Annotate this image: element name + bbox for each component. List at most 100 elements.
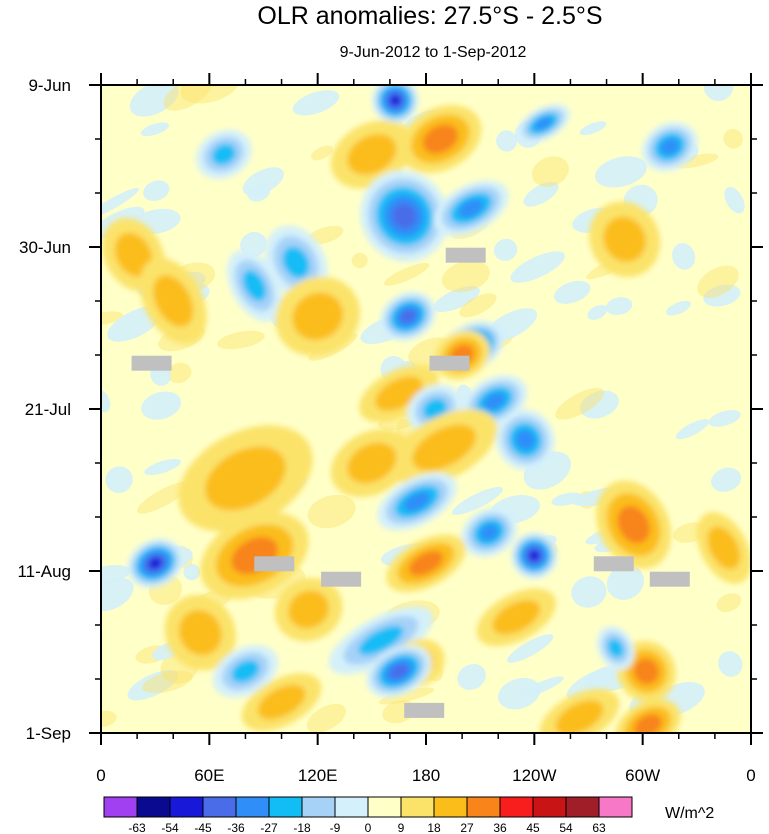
texture-blob bbox=[140, 122, 169, 137]
colorbar-swatch bbox=[103, 796, 138, 818]
anomaly-contour bbox=[114, 232, 153, 277]
anomaly-contour bbox=[257, 684, 306, 720]
anomaly-contour bbox=[390, 664, 408, 679]
texture-blob bbox=[141, 391, 182, 420]
texture-blob bbox=[242, 167, 284, 196]
anomaly-feature bbox=[330, 428, 413, 498]
texture-blob bbox=[531, 156, 569, 187]
anomaly-contour bbox=[347, 442, 397, 484]
anomaly-feature bbox=[127, 538, 183, 588]
anomaly-feature bbox=[615, 699, 681, 733]
anomaly-contour bbox=[412, 424, 476, 471]
missing-data-patches bbox=[131, 247, 690, 718]
anomaly-feature bbox=[366, 645, 432, 698]
anomaly-contour bbox=[392, 203, 417, 229]
anomaly-contour bbox=[492, 599, 541, 635]
anomaly-contour bbox=[529, 550, 540, 561]
texture-blob bbox=[716, 593, 742, 612]
missing-data-patch bbox=[429, 355, 470, 371]
colorbar-swatch bbox=[301, 796, 336, 818]
anomaly-contour bbox=[555, 700, 604, 733]
texture-blob bbox=[307, 494, 356, 529]
colorbar-label: 54 bbox=[559, 821, 573, 834]
x-tick-label: 0 bbox=[746, 766, 755, 785]
texture-blob bbox=[594, 156, 647, 188]
anomaly-contour bbox=[358, 625, 404, 655]
anomaly-feature bbox=[377, 472, 457, 531]
anomaly-feature bbox=[330, 120, 413, 189]
anomaly-feature bbox=[360, 170, 449, 262]
anomaly-feature bbox=[495, 409, 555, 471]
y-tick-label: 9-Jun bbox=[28, 76, 71, 95]
anomaly-feature bbox=[476, 588, 557, 647]
anomaly-feature bbox=[596, 626, 635, 671]
x-tick-label: 0 bbox=[96, 766, 105, 785]
texture-blob bbox=[606, 564, 645, 600]
colorbar-swatch bbox=[499, 796, 534, 818]
chart-subtitle: 9-Jun-2012 to 1-Sep-2012 bbox=[340, 44, 527, 61]
texture-blob bbox=[697, 265, 739, 298]
texture-blob bbox=[672, 243, 696, 270]
anomaly-feature bbox=[539, 688, 620, 733]
x-axis: 0 60E 120E 180 120W 60W 0 bbox=[96, 73, 756, 785]
anomaly-feature bbox=[328, 606, 434, 675]
colorbar-swatch bbox=[367, 796, 402, 818]
anomaly-feature bbox=[433, 180, 509, 237]
colorbar-label: 18 bbox=[427, 821, 441, 834]
texture-blob bbox=[497, 677, 541, 710]
colorbar-label: 63 bbox=[592, 821, 606, 834]
texture-blob bbox=[129, 85, 179, 117]
anomaly-contour bbox=[660, 138, 680, 155]
colorbar-swatch bbox=[136, 796, 171, 818]
texture-blob bbox=[555, 387, 605, 420]
anomaly-contour bbox=[479, 524, 499, 541]
texture-blob bbox=[105, 466, 133, 494]
x-tick-label: 60W bbox=[625, 766, 660, 785]
texture-blob bbox=[507, 634, 554, 663]
missing-data-patch bbox=[131, 355, 172, 371]
texture-blob bbox=[144, 458, 181, 476]
missing-data-patch bbox=[649, 571, 690, 587]
texture-blob bbox=[718, 651, 743, 677]
anomaly-contour bbox=[389, 95, 401, 106]
anomaly-contour bbox=[603, 216, 646, 262]
anomaly-contour bbox=[347, 134, 397, 175]
anomaly-contour bbox=[211, 143, 236, 165]
anomaly-feature bbox=[139, 257, 207, 345]
anomaly-contour bbox=[423, 398, 447, 420]
anomaly-contour bbox=[422, 124, 458, 154]
texture-blob bbox=[183, 563, 201, 581]
anomaly-contour bbox=[515, 429, 536, 451]
colorbar-label: -54 bbox=[161, 821, 179, 834]
anomaly-feature bbox=[372, 85, 419, 124]
texture-blob bbox=[292, 90, 340, 116]
missing-data-patch bbox=[254, 556, 295, 572]
missing-data-patch bbox=[445, 247, 486, 263]
colorbar-label: 36 bbox=[493, 821, 507, 834]
texture-blob bbox=[101, 311, 124, 325]
colorbar-swatch bbox=[598, 796, 633, 818]
texture-blob bbox=[441, 260, 490, 293]
colorbar-swatch bbox=[565, 796, 600, 818]
texture-blob bbox=[566, 668, 616, 700]
texture-blob bbox=[451, 486, 503, 515]
colorbar-units: W/m^2 bbox=[665, 805, 714, 822]
colorbar-swatch bbox=[268, 796, 303, 818]
texture-blob bbox=[510, 251, 565, 283]
anomaly-contour bbox=[534, 117, 553, 130]
anomaly-contour bbox=[292, 292, 344, 341]
anomaly-feature bbox=[589, 201, 661, 278]
colorbar-label: 27 bbox=[460, 821, 474, 834]
y-tick-label: 30-Jun bbox=[19, 238, 71, 257]
texture-blob bbox=[101, 187, 140, 219]
colorbar-swatch bbox=[235, 796, 270, 818]
anomaly-features bbox=[102, 85, 751, 733]
colorbar-swatch bbox=[466, 796, 501, 818]
y-tick-label: 21-Jul bbox=[25, 400, 71, 419]
texture-blob bbox=[580, 390, 619, 419]
texture-blob bbox=[703, 85, 734, 102]
texture-blob bbox=[167, 362, 192, 384]
anomaly-contour bbox=[148, 557, 162, 569]
texture-blob bbox=[457, 664, 486, 690]
